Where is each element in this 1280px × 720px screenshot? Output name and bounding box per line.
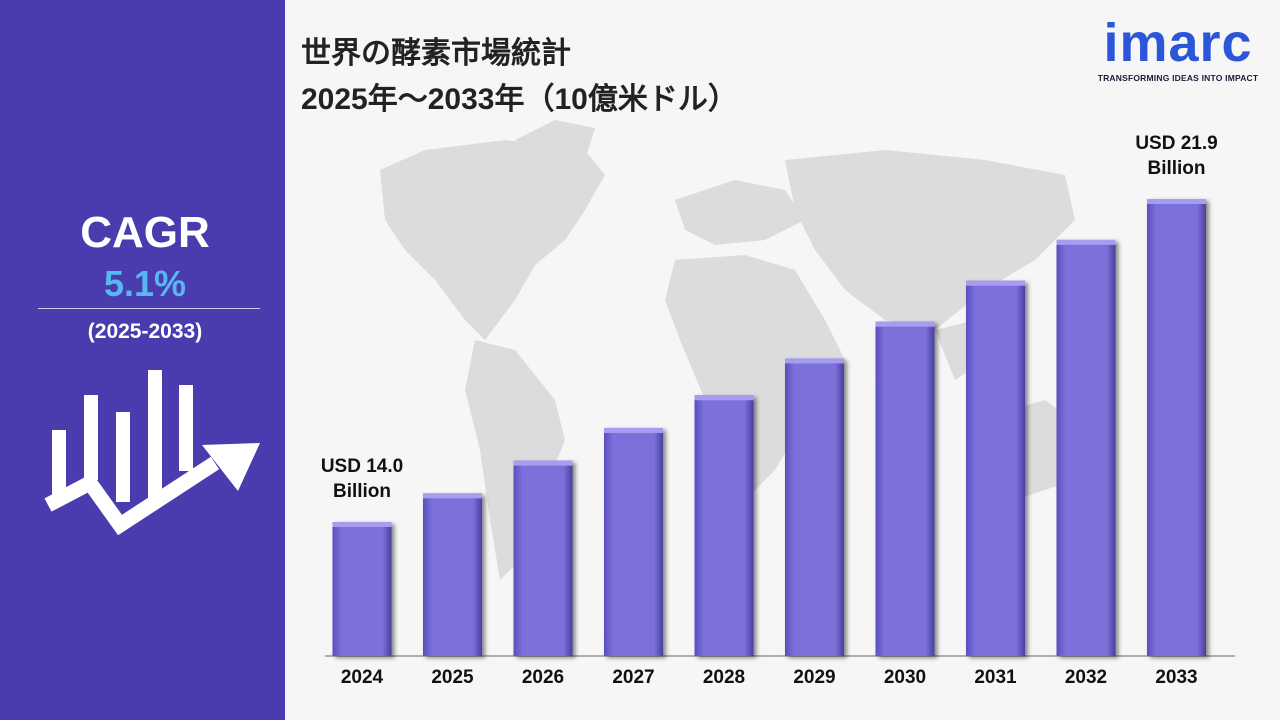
bar-top-2033 [1147, 199, 1206, 204]
x-tick-label: 2027 [612, 667, 654, 688]
bar-top-2025 [423, 493, 482, 499]
value-annotation-2024: USD 14.0 Billion [321, 456, 403, 502]
bar-2029 [785, 358, 844, 656]
bar-2033 [1147, 199, 1206, 656]
bar-top-2026 [513, 460, 573, 466]
logo-wordmark: imarc [1103, 13, 1253, 73]
chart-panel: 世界の酵素市場統計 2025年～2033年（10億米ドル） imarc TRAN… [285, 0, 1280, 720]
cagr-label: CAGR [80, 208, 210, 257]
x-tick-label: 2030 [884, 667, 926, 688]
bar-top-2032 [1056, 239, 1116, 245]
cagr-period: (2025-2033) [87, 320, 203, 343]
bar-top-2028 [694, 395, 754, 401]
bar-2028 [694, 395, 754, 656]
data-label: USD 14.0 [321, 456, 403, 477]
imarc-logo: imarc TRANSFORMING IDEAS INTO IMPACT [1093, 12, 1263, 92]
x-tick-label: 2031 [974, 667, 1017, 688]
bar-2032 [1056, 239, 1116, 656]
bar-chart: 2024 2025 2026 2027 2028 2029 2030 2031 2032 2033… [321, 133, 1235, 688]
bar-2025 [423, 493, 482, 656]
cagr-sidebar: CAGR 5.1% (2025-2033) [0, 0, 285, 720]
growth-chart-arrow-icon [44, 370, 260, 535]
bar-top-2027 [604, 427, 663, 433]
bar-2027 [604, 427, 663, 656]
bar-2026 [513, 460, 573, 656]
bar-top-2030 [875, 321, 935, 327]
bar-2031 [966, 280, 1025, 656]
data-label: Billion [1147, 158, 1205, 179]
x-tick-label: 2033 [1155, 667, 1197, 688]
x-tick-label: 2026 [522, 667, 564, 688]
chart-subtitle: 2025年～2033年（10億米ドル） [301, 83, 738, 116]
value-annotation-2033: USD 21.9 Billion [1135, 133, 1217, 179]
x-tick-label: 2028 [703, 667, 745, 688]
bar-top-2031 [966, 280, 1025, 286]
x-tick-label: 2024 [341, 667, 384, 688]
x-tick-label: 2025 [431, 667, 474, 688]
data-label: USD 21.9 [1135, 133, 1217, 154]
data-label: Billion [333, 481, 391, 502]
chart-title: 世界の酵素市場統計 [301, 37, 571, 70]
bar-top-2024 [332, 522, 392, 527]
bar-top-2029 [785, 358, 844, 364]
x-tick-label: 2029 [793, 667, 835, 688]
logo-tagline: TRANSFORMING IDEAS INTO IMPACT [1097, 73, 1259, 83]
cagr-divider [38, 308, 260, 309]
x-tick-label: 2032 [1065, 667, 1107, 688]
bar-2030 [875, 321, 935, 656]
bar-2024 [332, 522, 392, 656]
cagr-value: 5.1% [103, 263, 187, 304]
